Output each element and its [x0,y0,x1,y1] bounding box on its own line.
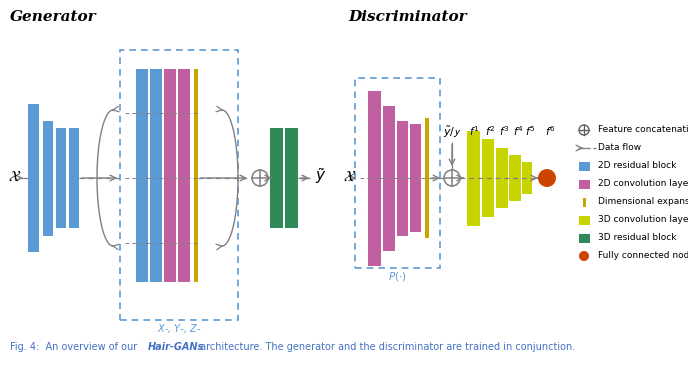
Text: $\tilde{y}/\mathcal{y}$: $\tilde{y}/\mathcal{y}$ [442,125,462,140]
Bar [285,128,297,228]
Text: architecture. The generator and the discriminator are trained in conjunction.: architecture. The generator and the disc… [197,342,575,352]
Bar [56,128,66,228]
Text: $f^1$: $f^1$ [469,124,480,138]
Text: $f^4$: $f^4$ [513,124,524,138]
Circle shape [579,251,589,261]
Bar [396,120,407,236]
Bar [164,69,176,157]
Text: $f^6$: $f^6$ [545,124,555,138]
Bar [522,162,532,194]
Text: $f^2$: $f^2$ [485,124,495,138]
Bar [178,69,190,157]
Text: 2D residual block: 2D residual block [598,162,676,170]
Bar [150,69,162,157]
Bar [150,204,162,282]
Bar [579,180,590,188]
Bar [579,216,590,224]
Text: Hair-GANs: Hair-GANs [148,342,204,352]
Text: Dimensional expansion layer: Dimensional expansion layer [598,198,688,206]
Bar [579,234,590,243]
Bar [28,104,39,252]
Bar [496,148,508,208]
Text: 2D convolution layer: 2D convolution layer [598,180,688,188]
Bar [69,128,79,228]
Bar [409,124,420,232]
Text: Fully connected node: Fully connected node [598,251,688,261]
Bar [579,162,590,170]
Text: $f^5$: $f^5$ [525,124,535,138]
Bar [270,128,283,228]
Text: $\mathcal{X}$: $\mathcal{X}$ [8,169,21,184]
Text: Discriminator: Discriminator [348,10,466,24]
Bar [509,155,521,201]
Bar [194,128,198,228]
Bar [136,69,148,157]
Bar [194,69,198,157]
Bar [194,204,198,282]
Text: $f^3$: $f^3$ [499,124,509,138]
Text: Feature concatenation: Feature concatenation [598,125,688,134]
Bar [178,204,190,282]
Text: $P(\cdot)$: $P(\cdot)$ [388,270,407,283]
Bar [178,128,190,228]
Bar [367,91,380,265]
Bar [150,128,162,228]
Text: $\mathcal{X}$: $\mathcal{X}$ [343,169,356,184]
Bar [136,204,148,282]
Bar [425,118,429,238]
Text: Generator: Generator [10,10,96,24]
Text: 3D residual block: 3D residual block [598,234,676,243]
Text: Data flow: Data flow [598,144,641,152]
Bar [164,128,176,228]
Text: $\tilde{y}$: $\tilde{y}$ [315,166,327,186]
Text: Fig. 4:  An overview of our: Fig. 4: An overview of our [10,342,140,352]
Text: $X$-, $Y$-, $Z$-: $X$-, $Y$-, $Z$- [157,322,201,335]
Bar [164,204,176,282]
Bar [136,128,148,228]
Circle shape [538,169,556,187]
Bar [43,120,53,236]
Bar [482,139,494,217]
Bar [466,131,480,226]
Bar [383,106,395,251]
Text: 3D convolution layer: 3D convolution layer [598,216,688,224]
Bar [583,198,585,206]
